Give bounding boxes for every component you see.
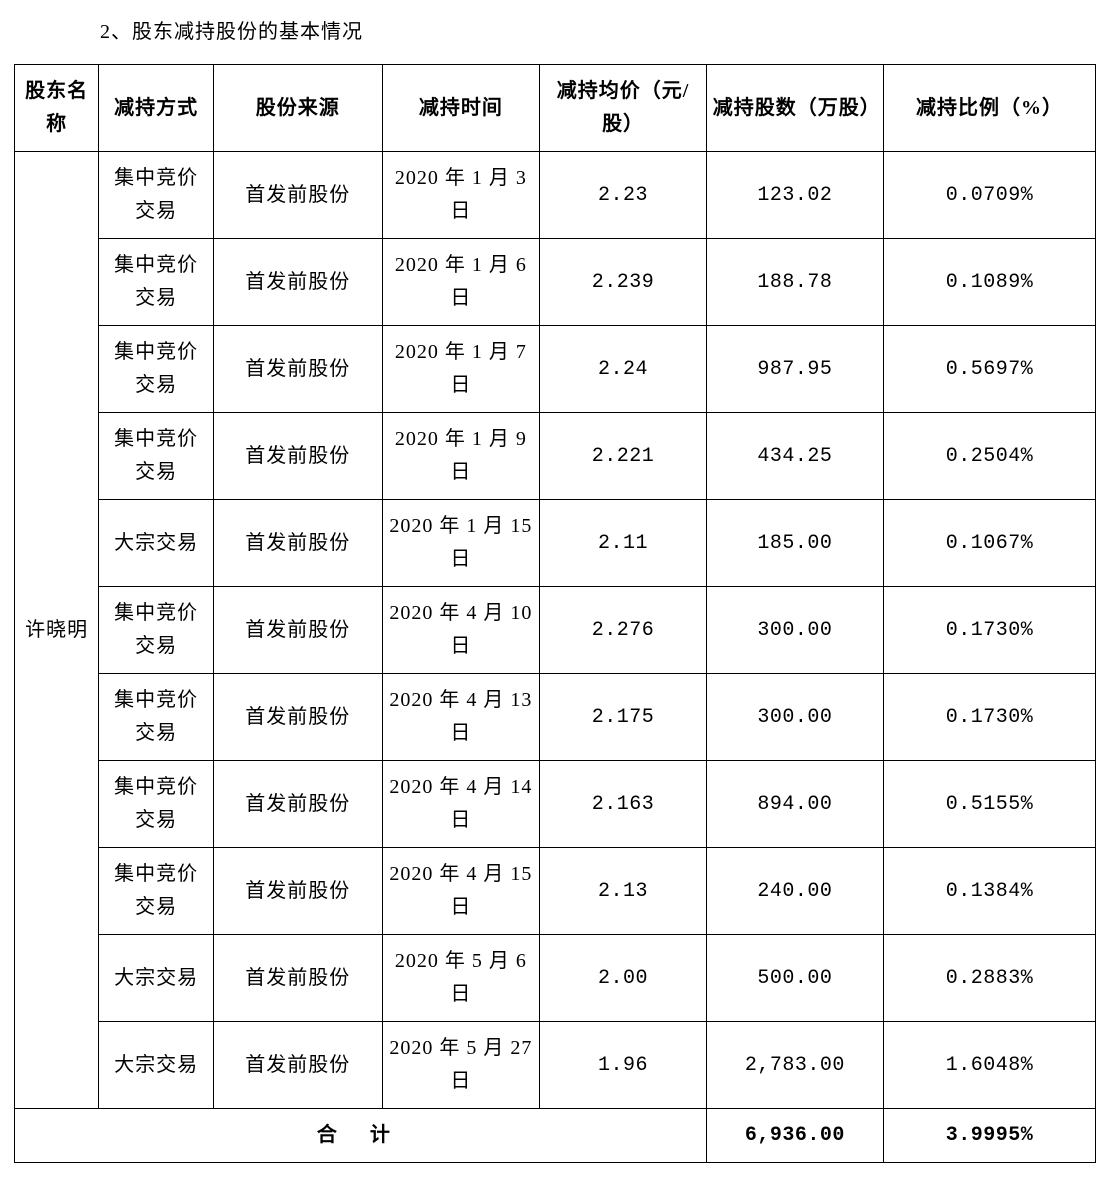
ratio-cell: 0.1730% xyxy=(884,674,1096,761)
shareholding-reduction-table: 股东名称 减持方式 股份来源 减持时间 减持均价（元/股） 减持股数（万股） 减… xyxy=(14,64,1096,1163)
col-header-source: 股份来源 xyxy=(213,65,382,152)
source-cell: 首发前股份 xyxy=(213,848,382,935)
shares-cell: 2,783.00 xyxy=(706,1022,883,1109)
table-total-row: 合 计 6,936.00 3.9995% xyxy=(15,1109,1096,1163)
source-cell: 首发前股份 xyxy=(213,587,382,674)
price-cell: 2.23 xyxy=(540,152,706,239)
table-row: 大宗交易首发前股份2020 年 5 月 27 日1.962,783.001.60… xyxy=(15,1022,1096,1109)
price-cell: 2.00 xyxy=(540,935,706,1022)
table-row: 集中竞价交易首发前股份2020 年 1 月 9 日2.221434.250.25… xyxy=(15,413,1096,500)
price-cell: 2.11 xyxy=(540,500,706,587)
date-cell: 2020 年 4 月 10 日 xyxy=(382,587,540,674)
table-row: 许晓明集中竞价交易首发前股份2020 年 1 月 3 日2.23123.020.… xyxy=(15,152,1096,239)
total-label: 合 计 xyxy=(15,1109,707,1163)
ratio-cell: 0.5155% xyxy=(884,761,1096,848)
price-cell: 2.13 xyxy=(540,848,706,935)
date-cell: 2020 年 1 月 15 日 xyxy=(382,500,540,587)
shares-cell: 894.00 xyxy=(706,761,883,848)
date-cell: 2020 年 4 月 13 日 xyxy=(382,674,540,761)
source-cell: 首发前股份 xyxy=(213,326,382,413)
price-cell: 2.276 xyxy=(540,587,706,674)
shares-cell: 188.78 xyxy=(706,239,883,326)
date-cell: 2020 年 4 月 15 日 xyxy=(382,848,540,935)
method-cell: 集中竞价交易 xyxy=(99,761,214,848)
shares-cell: 987.95 xyxy=(706,326,883,413)
source-cell: 首发前股份 xyxy=(213,935,382,1022)
table-row: 集中竞价交易首发前股份2020 年 1 月 7 日2.24987.950.569… xyxy=(15,326,1096,413)
method-cell: 集中竞价交易 xyxy=(99,326,214,413)
method-cell: 大宗交易 xyxy=(99,500,214,587)
price-cell: 2.239 xyxy=(540,239,706,326)
source-cell: 首发前股份 xyxy=(213,674,382,761)
col-header-ratio: 减持比例（%） xyxy=(884,65,1096,152)
price-cell: 2.163 xyxy=(540,761,706,848)
table-caption: 2、股东减持股份的基本情况 xyxy=(100,16,1098,48)
shares-cell: 500.00 xyxy=(706,935,883,1022)
date-cell: 2020 年 1 月 7 日 xyxy=(382,326,540,413)
total-shares: 6,936.00 xyxy=(706,1109,883,1163)
method-cell: 集中竞价交易 xyxy=(99,413,214,500)
date-cell: 2020 年 1 月 3 日 xyxy=(382,152,540,239)
table-row: 集中竞价交易首发前股份2020 年 4 月 14 日2.163894.000.5… xyxy=(15,761,1096,848)
col-header-name: 股东名称 xyxy=(15,65,99,152)
table-row: 集中竞价交易首发前股份2020 年 4 月 15 日2.13240.000.13… xyxy=(15,848,1096,935)
ratio-cell: 0.5697% xyxy=(884,326,1096,413)
shares-cell: 300.00 xyxy=(706,674,883,761)
ratio-cell: 0.1089% xyxy=(884,239,1096,326)
ratio-cell: 0.2504% xyxy=(884,413,1096,500)
ratio-cell: 1.6048% xyxy=(884,1022,1096,1109)
method-cell: 集中竞价交易 xyxy=(99,848,214,935)
method-cell: 集中竞价交易 xyxy=(99,587,214,674)
col-header-date: 减持时间 xyxy=(382,65,540,152)
date-cell: 2020 年 1 月 9 日 xyxy=(382,413,540,500)
date-cell: 2020 年 4 月 14 日 xyxy=(382,761,540,848)
table-row: 大宗交易首发前股份2020 年 5 月 6 日2.00500.000.2883% xyxy=(15,935,1096,1022)
table-header-row: 股东名称 减持方式 股份来源 减持时间 减持均价（元/股） 减持股数（万股） 减… xyxy=(15,65,1096,152)
method-cell: 集中竞价交易 xyxy=(99,152,214,239)
date-cell: 2020 年 1 月 6 日 xyxy=(382,239,540,326)
price-cell: 2.24 xyxy=(540,326,706,413)
date-cell: 2020 年 5 月 27 日 xyxy=(382,1022,540,1109)
ratio-cell: 0.1067% xyxy=(884,500,1096,587)
source-cell: 首发前股份 xyxy=(213,761,382,848)
source-cell: 首发前股份 xyxy=(213,1022,382,1109)
price-cell: 1.96 xyxy=(540,1022,706,1109)
table-row: 集中竞价交易首发前股份2020 年 4 月 13 日2.175300.000.1… xyxy=(15,674,1096,761)
ratio-cell: 0.1384% xyxy=(884,848,1096,935)
source-cell: 首发前股份 xyxy=(213,152,382,239)
ratio-cell: 0.0709% xyxy=(884,152,1096,239)
col-header-shares: 减持股数（万股） xyxy=(706,65,883,152)
shares-cell: 123.02 xyxy=(706,152,883,239)
source-cell: 首发前股份 xyxy=(213,239,382,326)
table-row: 集中竞价交易首发前股份2020 年 4 月 10 日2.276300.000.1… xyxy=(15,587,1096,674)
method-cell: 大宗交易 xyxy=(99,935,214,1022)
col-header-price: 减持均价（元/股） xyxy=(540,65,706,152)
table-row: 大宗交易首发前股份2020 年 1 月 15 日2.11185.000.1067… xyxy=(15,500,1096,587)
total-ratio: 3.9995% xyxy=(884,1109,1096,1163)
method-cell: 集中竞价交易 xyxy=(99,674,214,761)
source-cell: 首发前股份 xyxy=(213,413,382,500)
method-cell: 大宗交易 xyxy=(99,1022,214,1109)
price-cell: 2.175 xyxy=(540,674,706,761)
col-header-method: 减持方式 xyxy=(99,65,214,152)
ratio-cell: 0.2883% xyxy=(884,935,1096,1022)
table-body: 许晓明集中竞价交易首发前股份2020 年 1 月 3 日2.23123.020.… xyxy=(15,152,1096,1109)
source-cell: 首发前股份 xyxy=(213,500,382,587)
method-cell: 集中竞价交易 xyxy=(99,239,214,326)
ratio-cell: 0.1730% xyxy=(884,587,1096,674)
table-row: 集中竞价交易首发前股份2020 年 1 月 6 日2.239188.780.10… xyxy=(15,239,1096,326)
shareholder-name-cell: 许晓明 xyxy=(15,152,99,1109)
date-cell: 2020 年 5 月 6 日 xyxy=(382,935,540,1022)
price-cell: 2.221 xyxy=(540,413,706,500)
shares-cell: 300.00 xyxy=(706,587,883,674)
shares-cell: 185.00 xyxy=(706,500,883,587)
shares-cell: 240.00 xyxy=(706,848,883,935)
shares-cell: 434.25 xyxy=(706,413,883,500)
